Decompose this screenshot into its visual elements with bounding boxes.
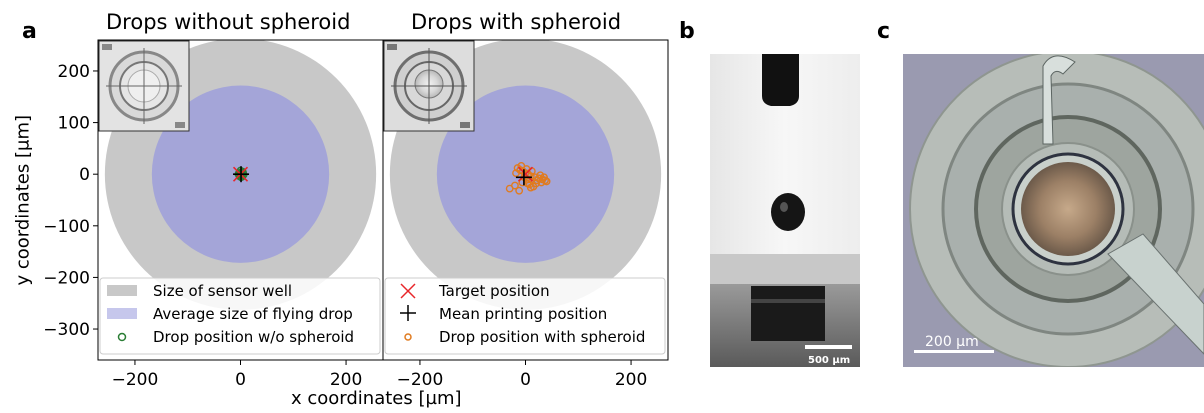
- legend-label-drop-without: Drop position w/o spheroid: [153, 328, 354, 346]
- scalebar-label-c: 200 µm: [925, 334, 979, 350]
- y-tick-label: −100: [43, 217, 90, 237]
- axis-ticks: −200 0 200 200 100 0 −100 −200 −300 −200 0 200: [43, 62, 647, 390]
- drop-point: [512, 169, 520, 178]
- legend-marker-mean: [400, 305, 416, 321]
- scalebar-label-b: 500 µm: [808, 355, 850, 366]
- legend-marker-drop-with: [404, 333, 412, 341]
- plot-title-left: Drops without spheroid: [106, 10, 351, 34]
- y-tick-label: 100: [58, 114, 90, 134]
- y-tick-label: −300: [43, 320, 90, 340]
- x-tick-label: 200: [330, 370, 362, 390]
- markers-left: [232, 166, 250, 183]
- x-tick-label: 200: [615, 370, 647, 390]
- drop-point: [505, 184, 514, 193]
- panel-letter-b: b: [679, 19, 695, 44]
- x-tick-label: 0: [520, 370, 531, 390]
- target-marker-stroke: [517, 166, 534, 182]
- legend-label-mean: Mean printing position: [439, 305, 607, 323]
- drop-point: [524, 175, 533, 184]
- x-tick-label: −200: [397, 370, 444, 390]
- y-tick-label: −200: [43, 268, 90, 288]
- inset-image-left: [98, 40, 190, 132]
- legend-marker-target: [400, 283, 416, 299]
- legend-marker-sensor-well: [107, 285, 137, 296]
- legend-label-flying-drop: Average size of flying drop: [153, 305, 353, 323]
- sensor-well-block: [751, 286, 825, 341]
- drop-point: [537, 178, 546, 187]
- legend-label-sensor-well: Size of sensor well: [153, 282, 292, 300]
- scalebar-b: [805, 345, 852, 349]
- legend-label-drop-with: Drop position with spheroid: [439, 328, 645, 346]
- scalebar-c: [914, 350, 994, 353]
- x-tick-label: −200: [112, 370, 159, 390]
- x-axis-label: x coordinates [µm]: [291, 388, 462, 409]
- electrode-hook: [1042, 55, 1076, 145]
- drop-point: [532, 179, 540, 188]
- legend-box-right: [384, 277, 666, 355]
- y-tick-label: 0: [79, 165, 90, 185]
- chart-panel-a: −200 0 200 200 100 0 −100 −200 −300 −200 0 200 Size…: [43, 39, 669, 390]
- photo-panel-b: 500 µm: [710, 54, 860, 367]
- drop-point: [526, 183, 535, 192]
- legend-box-left: [99, 277, 381, 355]
- panel-letter-c: c: [877, 19, 891, 44]
- x-tick-label: 0: [235, 370, 246, 390]
- markers-right: [515, 166, 534, 186]
- legend-label-target: Target position: [438, 282, 550, 300]
- y-tick-label: 200: [58, 62, 90, 82]
- flying-drop: [771, 193, 805, 231]
- plot-title-right: Drops with spheroid: [411, 10, 622, 34]
- drop-point: [515, 186, 524, 195]
- nozzle: [762, 54, 799, 106]
- panel-letter-a: a: [22, 19, 37, 44]
- photo-panel-c: 200 µm: [903, 54, 1204, 367]
- inset-image-right: [383, 40, 475, 132]
- spheroid: [1021, 162, 1115, 256]
- electrode-trace: [1107, 233, 1204, 355]
- legend-marker-drop-without: [117, 332, 127, 342]
- legend-marker-flying-drop: [107, 308, 137, 319]
